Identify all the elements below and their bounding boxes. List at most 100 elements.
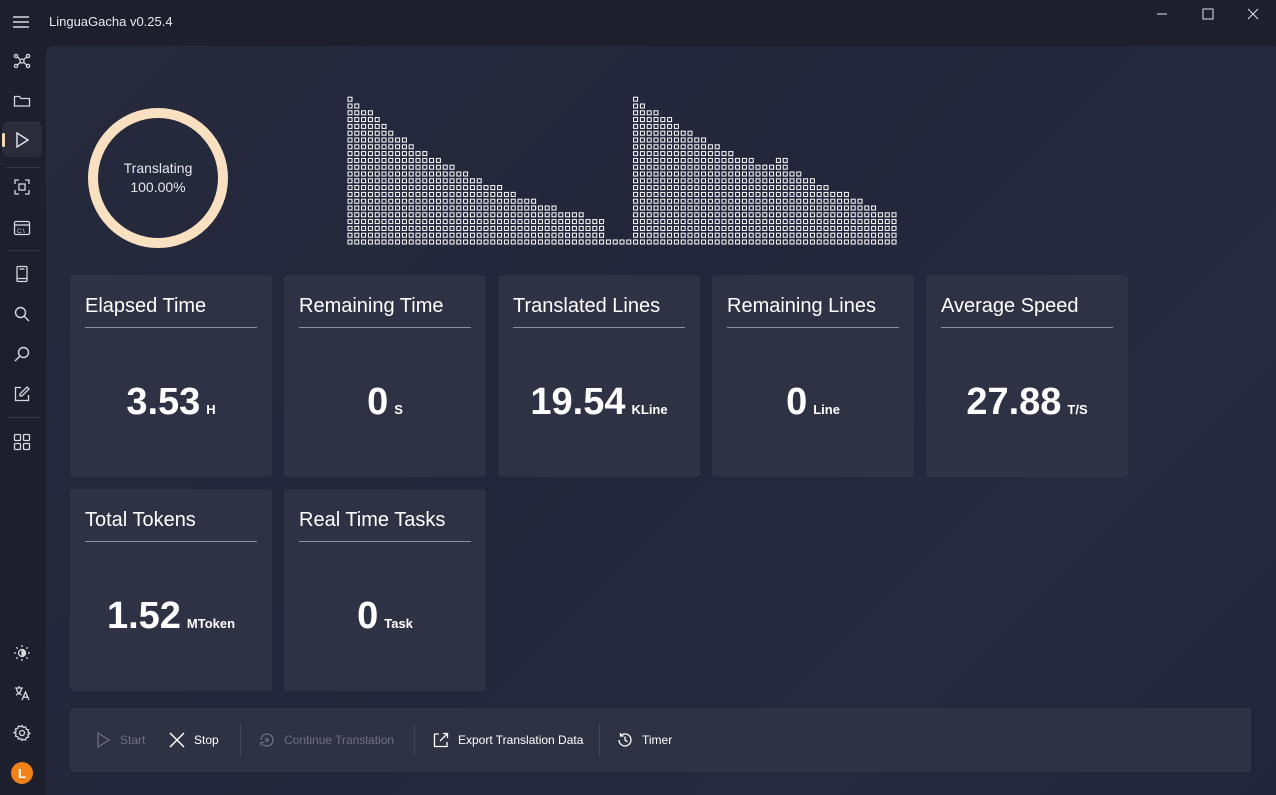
waveform-dot: [483, 191, 489, 197]
waveform-dot: [823, 232, 829, 238]
waveform-dot: [701, 191, 707, 197]
waveform-dot: [714, 178, 720, 184]
waveform-dot: [667, 185, 673, 191]
waveform-dot: [633, 117, 639, 123]
waveform-dot: [395, 212, 401, 218]
waveform-dot: [381, 137, 387, 143]
waveform-dot: [537, 225, 543, 231]
waveform-dot: [741, 219, 747, 225]
sidebar-item-folder[interactable]: [2, 84, 42, 118]
waveform-dot: [769, 219, 775, 225]
card-title: Remaining Lines: [727, 295, 876, 317]
waveform-dot: [429, 198, 435, 204]
waveform-dot: [748, 212, 754, 218]
waveform-dot: [646, 212, 652, 218]
waveform-dot: [741, 198, 747, 204]
waveform-dot: [558, 225, 564, 231]
waveform-dot: [755, 191, 761, 197]
avatar[interactable]: L: [2, 756, 42, 790]
close-icon: [169, 732, 185, 748]
sidebar-item-glossary[interactable]: [2, 257, 42, 291]
waveform-dot: [891, 212, 897, 218]
waveform-dot: [721, 225, 727, 231]
waveform-dot: [707, 178, 713, 184]
waveform-dot: [803, 198, 809, 204]
waveform-dot: [653, 212, 659, 218]
maximize-icon[interactable]: [1185, 0, 1231, 28]
waveform-dot: [381, 178, 387, 184]
sidebar-item-network[interactable]: [2, 44, 42, 78]
waveform-dot: [680, 178, 686, 184]
waveform-dot: [374, 219, 380, 225]
waveform-dot: [667, 198, 673, 204]
waveform-dot: [388, 212, 394, 218]
waveform-dot: [517, 205, 523, 211]
waveform-dot: [748, 198, 754, 204]
sidebar-item-frame[interactable]: [2, 170, 42, 204]
menu-icon[interactable]: [10, 11, 32, 33]
stop-button[interactable]: Stop: [168, 708, 219, 772]
waveform-dot: [401, 225, 407, 231]
sidebar-item-settings[interactable]: [2, 716, 42, 750]
waveform-dot: [687, 157, 693, 163]
waveform-dot: [843, 212, 849, 218]
waveform-dot: [435, 205, 441, 211]
waveform-dot: [735, 219, 741, 225]
waveform-dot: [673, 144, 679, 150]
waveform-dot: [891, 225, 897, 231]
sidebar-item-search-alt[interactable]: [2, 337, 42, 371]
waveform-dot: [775, 157, 781, 163]
waveform-dot: [374, 137, 380, 143]
waveform-dot: [599, 232, 605, 238]
waveform-dot: [789, 191, 795, 197]
minimize-icon[interactable]: [1139, 0, 1185, 28]
waveform-dot: [667, 232, 673, 238]
waveform-dot: [422, 198, 428, 204]
card-translated-lines: Translated Lines 19.54 KLine: [498, 275, 700, 477]
card-divider: [941, 327, 1113, 328]
waveform-dot: [361, 232, 367, 238]
waveform-dot: [449, 191, 455, 197]
waveform-dot: [741, 212, 747, 218]
sidebar-item-terminal[interactable]: C:\: [2, 211, 42, 245]
waveform-dot: [660, 219, 666, 225]
waveform-dot: [809, 212, 815, 218]
waveform-dot: [435, 178, 441, 184]
waveform-dot: [401, 198, 407, 204]
waveform-dot: [503, 232, 509, 238]
waveform-dot: [361, 117, 367, 123]
sidebar-item-apps[interactable]: [2, 425, 42, 459]
waveform-dot: [585, 225, 591, 231]
waveform-dot: [374, 198, 380, 204]
timer-button[interactable]: Timer: [616, 708, 672, 772]
sidebar-item-search[interactable]: [2, 297, 42, 331]
sidebar-item-theme[interactable]: [2, 636, 42, 670]
waveform-dot: [701, 219, 707, 225]
waveform-dot: [578, 225, 584, 231]
waveform-dot: [837, 191, 843, 197]
close-icon[interactable]: [1230, 0, 1276, 28]
waveform-dot: [381, 123, 387, 129]
waveform-dot: [361, 164, 367, 170]
sidebar-item-translate[interactable]: [2, 123, 42, 157]
waveform-dot: [796, 219, 802, 225]
waveform-dot: [354, 103, 360, 109]
waveform-dot: [633, 130, 639, 136]
waveform-dot: [490, 239, 496, 245]
refresh-icon: [260, 733, 274, 747]
waveform-dot: [374, 191, 380, 197]
waveform-dot: [517, 198, 523, 204]
waveform-dot: [673, 123, 679, 129]
start-button[interactable]: Start: [94, 708, 145, 772]
waveform-dot: [381, 225, 387, 231]
sidebar-item-edit[interactable]: [2, 377, 42, 411]
waveform-dot: [639, 232, 645, 238]
continue-translation-button[interactable]: Continue Translation: [258, 708, 394, 772]
sidebar-item-language[interactable]: [2, 676, 42, 710]
waveform-dot: [354, 130, 360, 136]
export-translation-data-button[interactable]: Export Translation Data: [432, 708, 583, 772]
waveform-dot: [687, 205, 693, 211]
waveform-dot: [490, 232, 496, 238]
waveform-dot: [401, 185, 407, 191]
